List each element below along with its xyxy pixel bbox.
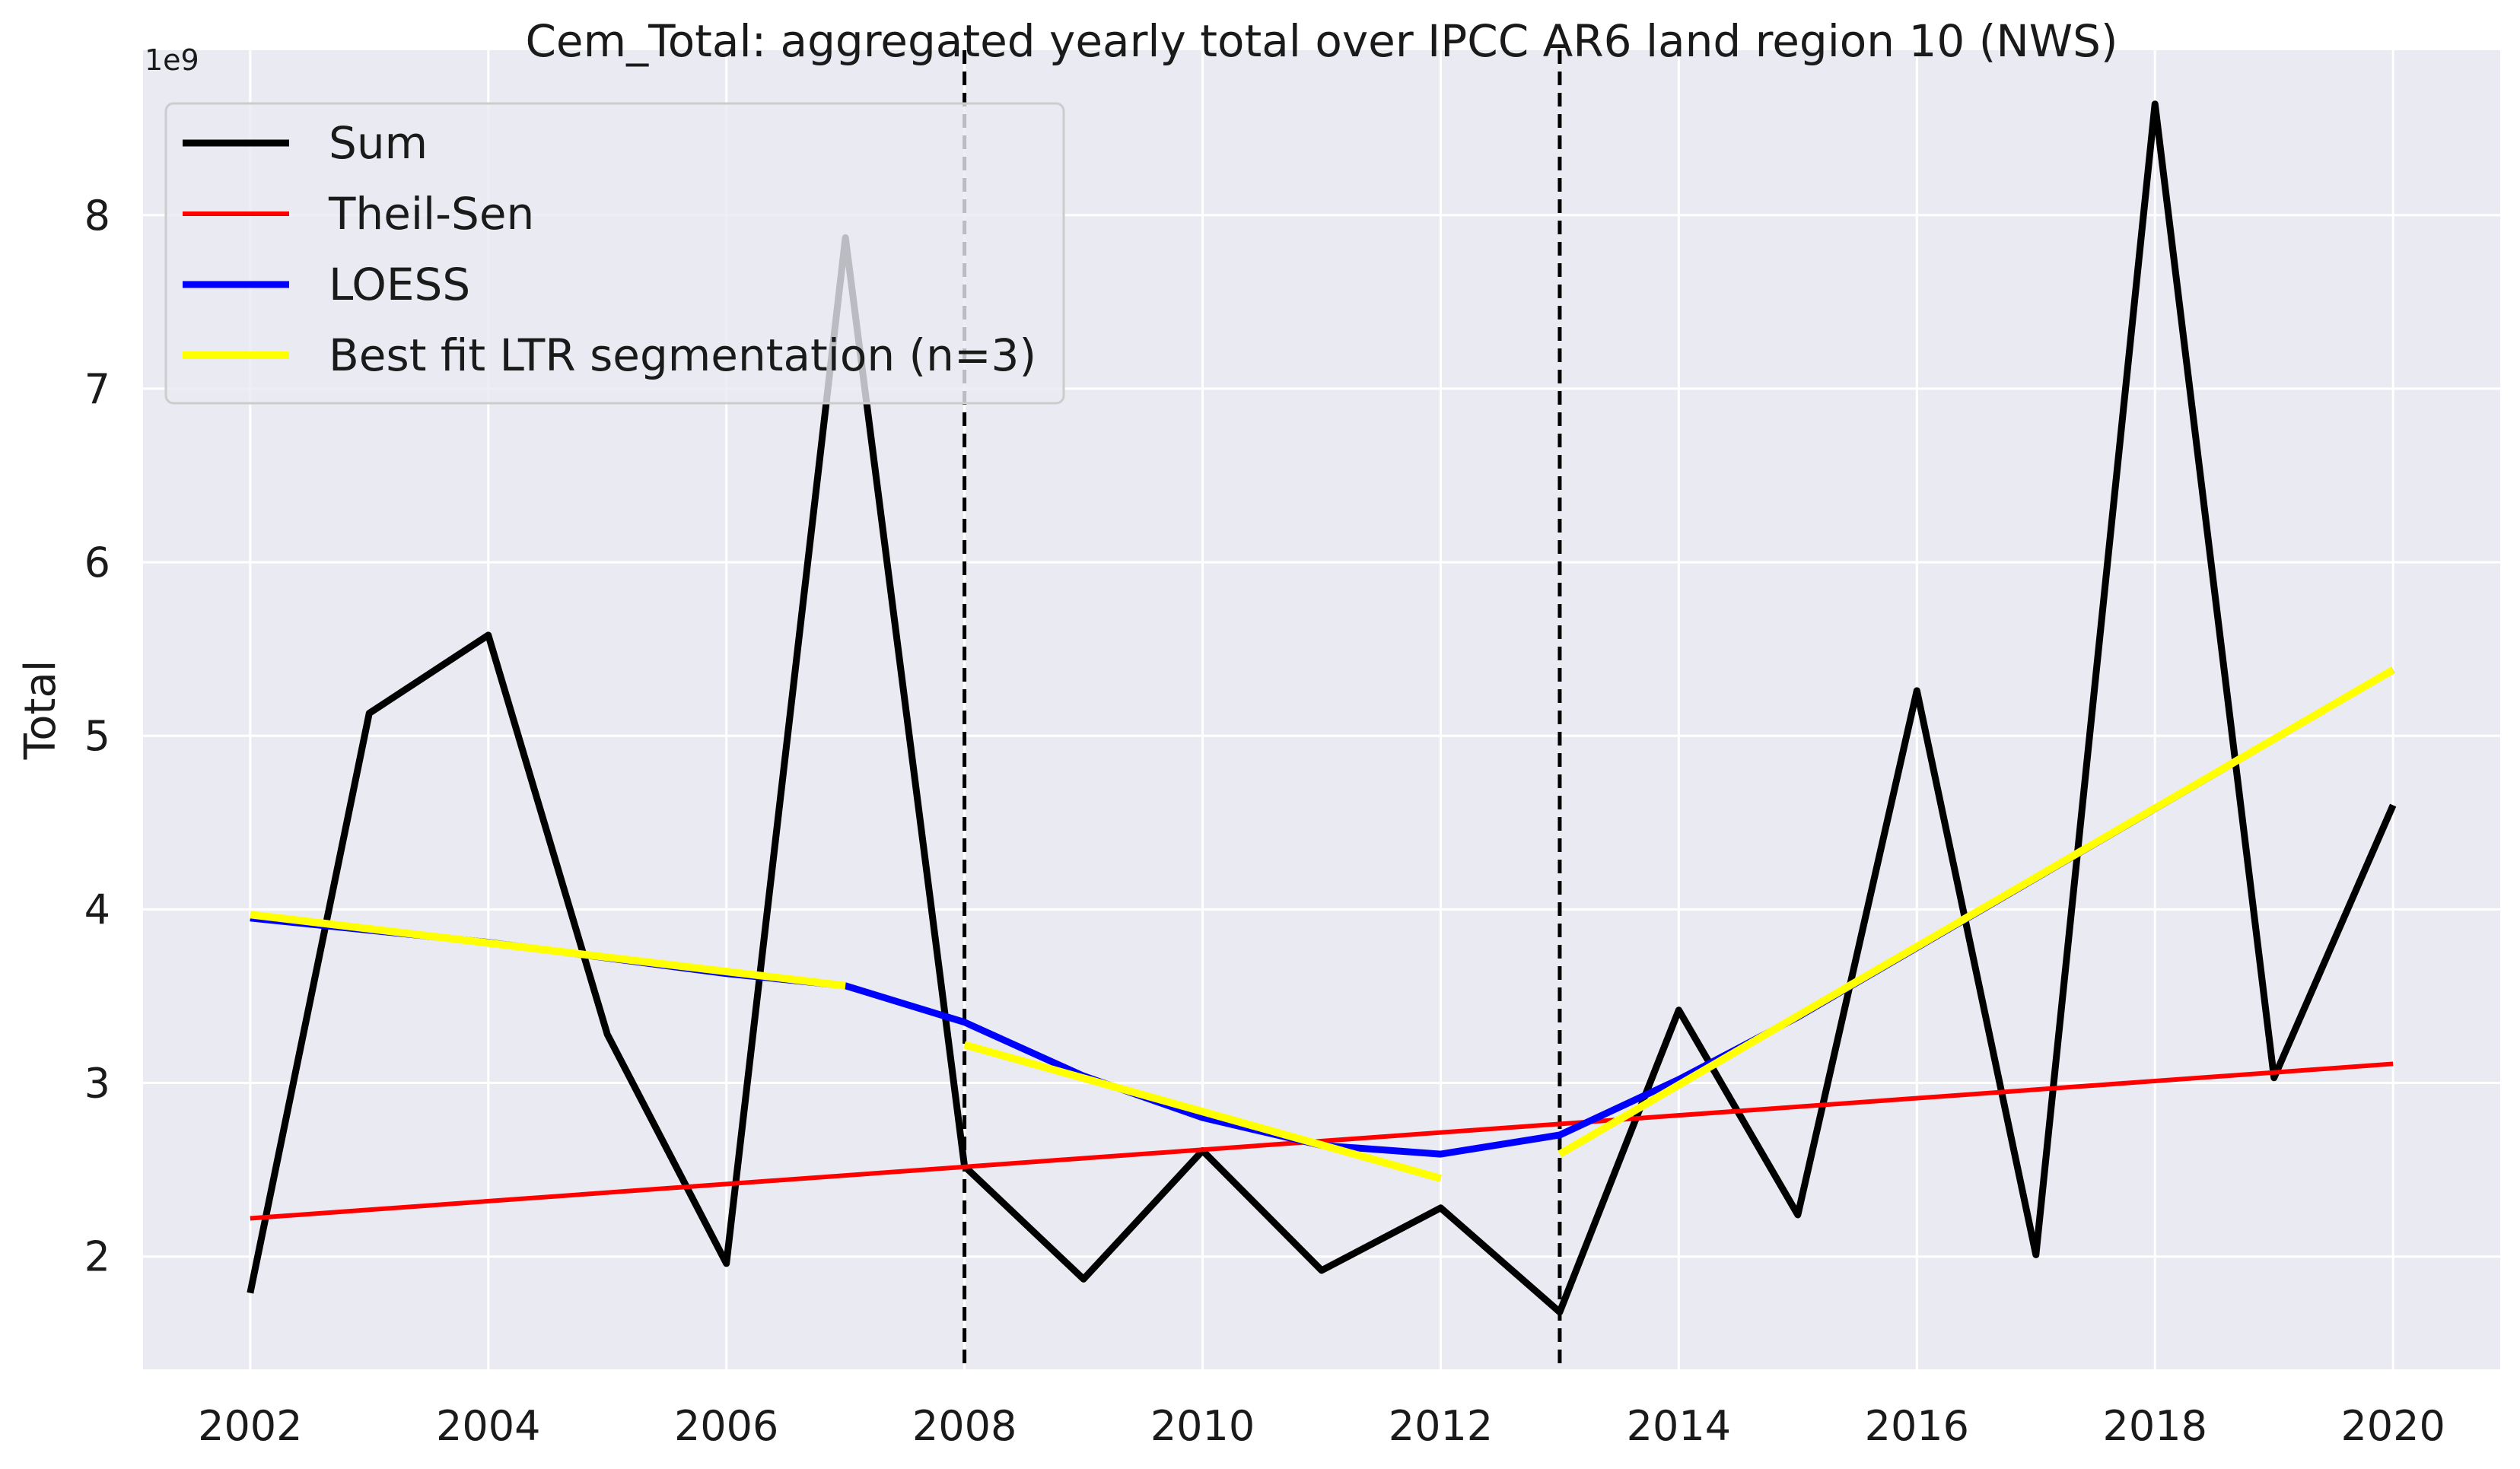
legend-label: Theil-Sen	[328, 188, 534, 240]
series-ltr-segment	[250, 911, 846, 990]
y-tick-label: 2	[84, 1233, 110, 1281]
x-tick-label: 2006	[674, 1402, 778, 1450]
x-tick-label: 2008	[912, 1402, 1017, 1450]
x-tick-label: 2016	[1865, 1402, 1969, 1450]
x-tick-label: 2004	[436, 1402, 540, 1450]
y-tick-label: 8	[84, 192, 110, 240]
legend: Sum Theil-Sen LOESS Best fit LTR segmentati…	[164, 102, 1065, 405]
legend-label: Best fit LTR segmentation (n=3)	[329, 329, 1036, 381]
series-sum-line	[247, 100, 2397, 1316]
y-offset-label: 1e9	[145, 43, 199, 77]
y-tick-label: 6	[84, 539, 110, 587]
legend-label: LOESS	[329, 259, 470, 310]
y-tick-label: 7	[84, 365, 110, 413]
series-ltr-segment	[1558, 666, 2395, 1158]
y-tick-label: 3	[84, 1060, 110, 1108]
x-tick-label: 2002	[198, 1402, 302, 1450]
y-tick-label: 5	[84, 712, 110, 760]
legend-label: Sum	[329, 117, 428, 169]
series-layer	[247, 100, 2397, 1316]
y-axis-label: Total	[16, 660, 65, 761]
y-tick-label: 4	[84, 886, 110, 933]
series-ltr-segment	[963, 1041, 1442, 1182]
x-tick-label: 2018	[2103, 1402, 2207, 1450]
x-tick-label: 2010	[1150, 1402, 1255, 1450]
x-axis: 2002 2004 2006 2008 2010 2012 2014 2016 2018 2020	[198, 1402, 2445, 1450]
y-axis: 2 3 4 5 6 7 8	[84, 192, 110, 1281]
x-tick-label: 2014	[1627, 1402, 1731, 1450]
x-tick-label: 2020	[2340, 1402, 2445, 1450]
chart-title: Cem_Total: aggregated yearly total over …	[525, 15, 2118, 67]
legend-box	[164, 102, 1065, 405]
x-tick-label: 2012	[1389, 1402, 1493, 1450]
